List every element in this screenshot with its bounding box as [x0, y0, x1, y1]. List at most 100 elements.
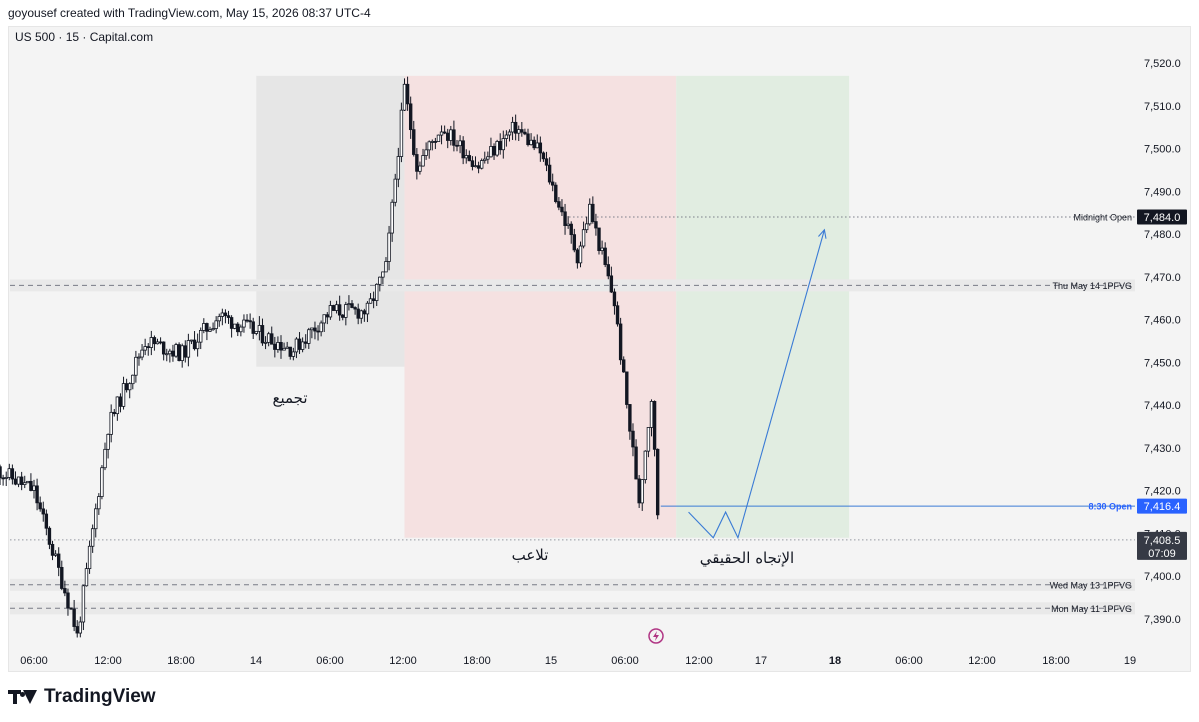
candle-body — [637, 478, 641, 504]
candle-body — [347, 303, 351, 306]
y-tick-label: 7,510.0 — [1144, 101, 1181, 113]
candle-body — [270, 333, 274, 345]
candles-layer — [0, 76, 660, 638]
candle-body — [334, 304, 339, 311]
candle-body — [640, 479, 644, 504]
candle-body — [294, 338, 299, 353]
candle-body — [541, 152, 546, 160]
candle-body — [424, 149, 428, 156]
candle-body — [520, 129, 524, 133]
y-tick-label: 7,390.0 — [1144, 614, 1181, 626]
candle-body — [87, 545, 92, 570]
x-tick-label: 18:00 — [1042, 655, 1070, 667]
candle-body — [399, 109, 404, 157]
candle-body — [195, 341, 200, 350]
candle-body — [371, 298, 376, 301]
candle-body — [78, 621, 83, 634]
candle-body — [618, 323, 623, 361]
candle-body — [137, 356, 141, 359]
candle-body — [112, 411, 116, 415]
candle-body — [439, 131, 444, 136]
candle-body — [189, 339, 194, 342]
candle-body — [547, 164, 552, 183]
candle-body — [538, 142, 543, 154]
candle-body — [63, 588, 67, 594]
candle-body — [396, 156, 401, 180]
zone-true-trend[interactable] — [676, 75, 850, 538]
candle-body — [433, 141, 438, 143]
candle-body — [186, 340, 191, 358]
candle-body — [1, 477, 5, 480]
candle-body — [569, 223, 573, 236]
candle-body — [551, 181, 555, 186]
level-label: Thu May 14 1PFVG — [1052, 281, 1132, 291]
candle-body — [322, 314, 326, 324]
candle-body — [257, 325, 262, 332]
projection-arrowhead — [818, 228, 827, 239]
candle-body — [282, 347, 286, 351]
y-tick-label: 7,400.0 — [1144, 571, 1181, 583]
levels-layer: Midnight Open Thu May 14 1PFVG 8:30 Open We… — [10, 212, 1135, 615]
candle-body — [526, 133, 530, 146]
candle-body — [600, 247, 604, 251]
projection-path[interactable] — [688, 229, 825, 540]
x-tick-label: 12:00 — [685, 655, 713, 667]
x-tick-label: 06:00 — [895, 655, 923, 667]
zone-label-true-trend: الإتجاه الحقيقي — [700, 549, 794, 568]
candle-body — [384, 261, 388, 273]
candle-body — [199, 330, 203, 343]
candle-body — [510, 121, 515, 133]
flash-icon[interactable] — [648, 628, 664, 644]
candle-body — [90, 528, 95, 547]
tradingview-logo[interactable]: TradingView — [8, 686, 156, 708]
candle-body — [44, 513, 49, 529]
x-tick-label: 17 — [755, 655, 767, 667]
candle-body — [165, 353, 169, 356]
candle-body — [615, 305, 620, 325]
candle-body — [341, 314, 345, 318]
candle-body — [390, 201, 394, 234]
candle-body — [174, 344, 178, 357]
candle-body — [591, 203, 595, 222]
candle-body — [118, 396, 123, 407]
candle-body — [572, 234, 577, 251]
candle-body — [81, 585, 86, 623]
candle-body — [557, 201, 561, 208]
y-tick-label: 7,430.0 — [1144, 443, 1181, 455]
candle-body — [566, 223, 570, 226]
candle-body — [436, 134, 441, 142]
price-tag[interactable]: 7,416.4 — [1137, 498, 1187, 514]
candle-body — [479, 160, 484, 169]
candle-body — [652, 401, 657, 450]
candle-body — [254, 330, 258, 334]
candle-body — [421, 155, 425, 167]
candle-body — [603, 247, 607, 265]
candle-body — [523, 131, 527, 135]
candle-body — [489, 146, 493, 158]
candle-body — [643, 450, 648, 481]
candle-body — [97, 496, 101, 510]
candle-body — [251, 321, 255, 334]
candle-body — [393, 178, 397, 203]
candle-body — [57, 553, 61, 568]
current-price-tag[interactable]: 7,408.507:09 — [1137, 531, 1187, 560]
tradingview-logo-icon — [8, 688, 38, 706]
candle-body — [507, 131, 512, 136]
candle-body — [446, 132, 450, 141]
candle-body — [208, 329, 212, 332]
zone-consolidation[interactable] — [256, 75, 405, 367]
x-tick-label: 15 — [545, 655, 557, 667]
candle-body — [310, 327, 314, 331]
candle-body — [470, 160, 475, 167]
candle-body — [205, 323, 209, 332]
candle-body — [412, 129, 416, 155]
symbol-title[interactable]: US 500 · 15 · Capital.com — [15, 30, 154, 44]
candle-body — [307, 329, 311, 344]
level-label: Midnight Open — [1073, 212, 1132, 222]
candle-body — [223, 312, 228, 317]
candle-body — [155, 341, 160, 345]
candle-body — [158, 341, 163, 344]
candle-body — [140, 349, 144, 358]
price-tag[interactable]: 7,484.0 — [1137, 209, 1187, 225]
